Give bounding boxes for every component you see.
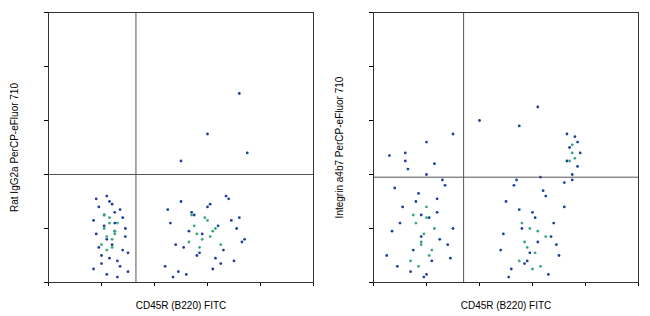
svg-text:Integrin a4b7 PerCP-eFluor 710: Integrin a4b7 PerCP-eFluor 710 — [334, 76, 345, 218]
svg-text:Rat IgG2a PerCP-eFluor 710: Rat IgG2a PerCP-eFluor 710 — [9, 83, 20, 212]
svg-text:CD45R (B220) FITC: CD45R (B220) FITC — [136, 300, 227, 311]
svg-text:CD45R (B220) FITC: CD45R (B220) FITC — [461, 300, 552, 311]
